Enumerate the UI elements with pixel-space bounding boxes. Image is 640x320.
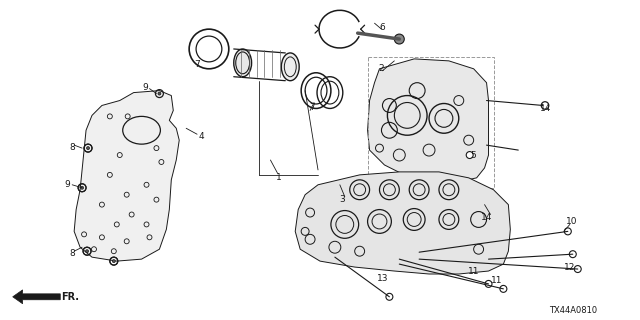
Text: 8: 8 — [69, 249, 75, 258]
Text: 12: 12 — [564, 263, 575, 272]
Text: 8: 8 — [69, 143, 75, 152]
Text: 3: 3 — [339, 195, 345, 204]
Circle shape — [158, 92, 161, 95]
Text: 4: 4 — [198, 132, 204, 141]
Text: FR.: FR. — [61, 292, 79, 302]
Text: 13: 13 — [377, 275, 388, 284]
Polygon shape — [74, 91, 179, 261]
Polygon shape — [367, 59, 488, 182]
Polygon shape — [13, 290, 60, 304]
Text: TX44A0810: TX44A0810 — [548, 306, 597, 315]
Text: 14: 14 — [481, 213, 492, 222]
Ellipse shape — [282, 53, 299, 81]
Text: 7: 7 — [194, 60, 200, 69]
Text: 5: 5 — [470, 150, 476, 160]
Text: 10: 10 — [566, 217, 577, 226]
Circle shape — [81, 186, 84, 189]
Text: 14: 14 — [540, 104, 552, 113]
Circle shape — [394, 34, 404, 44]
Text: 11: 11 — [491, 276, 502, 285]
Text: 6: 6 — [380, 23, 385, 32]
Bar — [367, 57, 495, 188]
Ellipse shape — [234, 49, 252, 77]
Text: 7: 7 — [309, 103, 315, 112]
Text: 9: 9 — [65, 180, 70, 189]
Text: 9: 9 — [143, 83, 148, 92]
Circle shape — [541, 102, 548, 109]
Polygon shape — [295, 172, 510, 274]
Text: 1: 1 — [275, 173, 281, 182]
Text: 2: 2 — [379, 64, 384, 73]
Text: 11: 11 — [468, 267, 479, 276]
Circle shape — [86, 250, 88, 253]
Circle shape — [466, 152, 473, 158]
Circle shape — [86, 147, 90, 149]
Circle shape — [112, 260, 115, 263]
